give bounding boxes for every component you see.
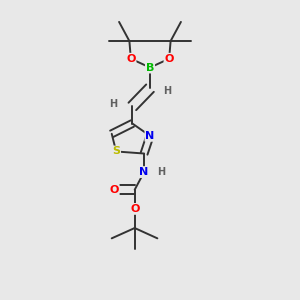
Text: N: N bbox=[140, 167, 149, 177]
Text: O: O bbox=[110, 185, 119, 195]
Text: O: O bbox=[130, 204, 140, 214]
Text: H: H bbox=[109, 99, 117, 110]
Text: O: O bbox=[126, 54, 136, 64]
Text: N: N bbox=[146, 131, 154, 141]
Text: H: H bbox=[157, 167, 165, 177]
Text: S: S bbox=[112, 146, 120, 157]
Text: B: B bbox=[146, 63, 154, 73]
Text: O: O bbox=[164, 54, 174, 64]
Text: H: H bbox=[164, 86, 172, 96]
